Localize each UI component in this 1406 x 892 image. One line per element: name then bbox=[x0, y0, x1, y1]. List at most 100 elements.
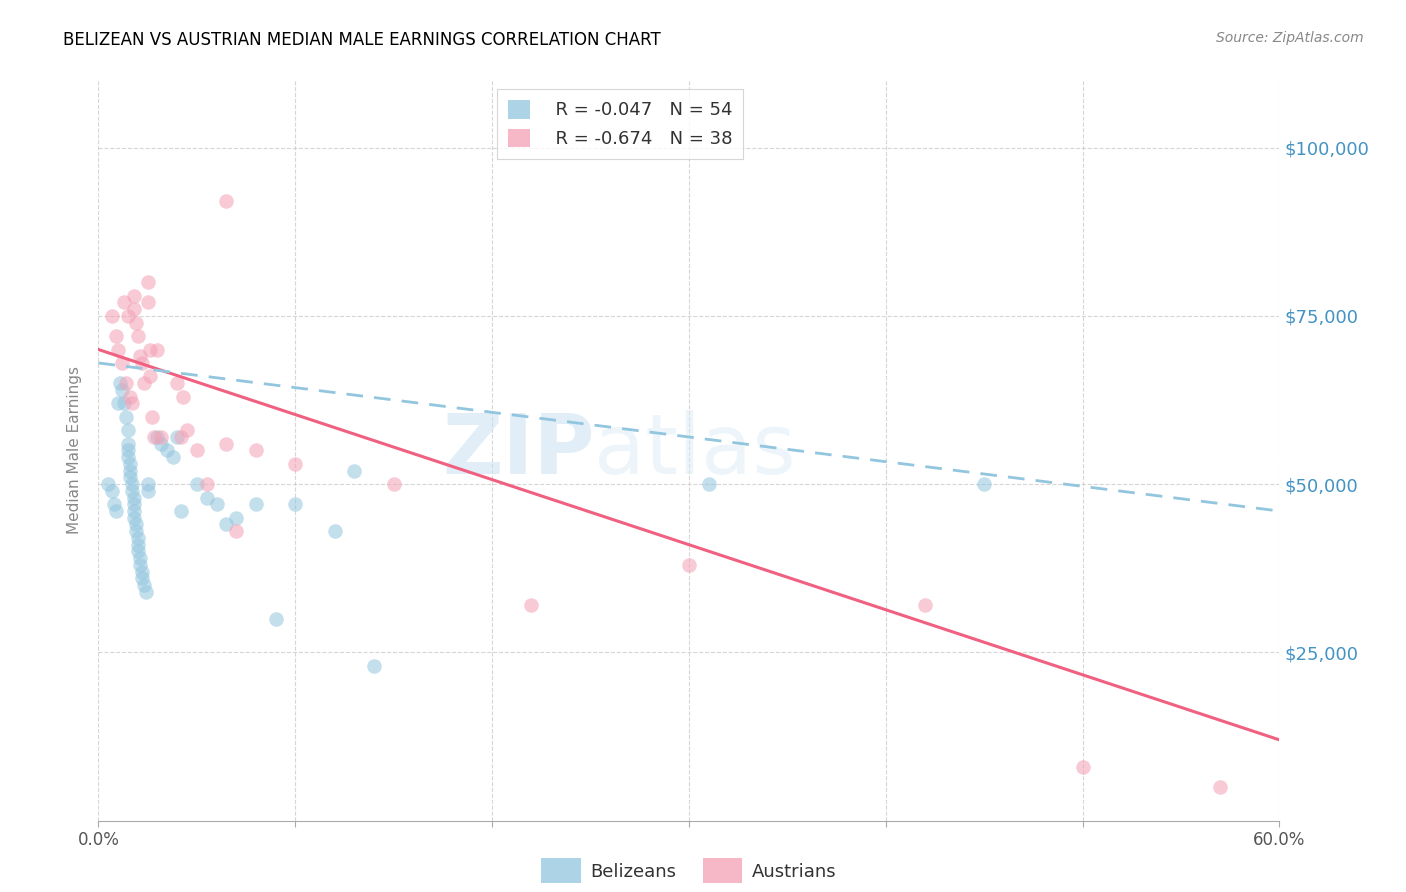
Point bbox=[520, 599, 543, 613]
Point bbox=[162, 450, 184, 465]
Point bbox=[323, 524, 346, 539]
Point bbox=[118, 457, 141, 471]
Point bbox=[131, 571, 153, 585]
Point bbox=[101, 483, 124, 498]
Point bbox=[115, 376, 138, 391]
Point bbox=[215, 194, 238, 209]
Point bbox=[138, 343, 160, 357]
Point bbox=[128, 558, 150, 572]
Point bbox=[115, 409, 138, 424]
Point bbox=[107, 343, 129, 357]
Point bbox=[103, 497, 125, 511]
Legend:   R = -0.047   N = 54,   R = -0.674   N = 38: R = -0.047 N = 54, R = -0.674 N = 38 bbox=[498, 89, 744, 159]
Point bbox=[914, 599, 936, 613]
Point bbox=[122, 504, 145, 518]
Text: atlas: atlas bbox=[595, 410, 796, 491]
Point bbox=[205, 497, 228, 511]
Point bbox=[101, 309, 124, 323]
Point bbox=[136, 483, 159, 498]
Point bbox=[697, 477, 720, 491]
Point bbox=[166, 430, 188, 444]
Point bbox=[136, 477, 159, 491]
Point bbox=[150, 436, 173, 450]
Point bbox=[121, 483, 143, 498]
Point bbox=[225, 510, 247, 524]
Text: BELIZEAN VS AUSTRIAN MEDIAN MALE EARNINGS CORRELATION CHART: BELIZEAN VS AUSTRIAN MEDIAN MALE EARNING… bbox=[63, 31, 661, 49]
Text: Belizeans: Belizeans bbox=[591, 863, 676, 881]
Text: ZIP: ZIP bbox=[441, 410, 595, 491]
Point bbox=[112, 396, 135, 410]
Point bbox=[122, 302, 145, 317]
Text: Source: ZipAtlas.com: Source: ZipAtlas.com bbox=[1216, 31, 1364, 45]
Point bbox=[141, 409, 163, 424]
Point bbox=[973, 477, 995, 491]
Point bbox=[118, 470, 141, 484]
Point bbox=[170, 504, 193, 518]
Point bbox=[121, 396, 143, 410]
Point bbox=[245, 443, 267, 458]
Point bbox=[1071, 760, 1094, 774]
Point bbox=[264, 612, 287, 626]
Point bbox=[225, 524, 247, 539]
Point bbox=[108, 376, 131, 391]
Point bbox=[127, 538, 149, 552]
Point bbox=[170, 430, 193, 444]
Point bbox=[215, 436, 238, 450]
Point bbox=[150, 430, 173, 444]
Point bbox=[125, 517, 148, 532]
Point bbox=[1209, 780, 1232, 794]
Point bbox=[127, 544, 149, 558]
Point bbox=[138, 369, 160, 384]
Point bbox=[166, 376, 188, 391]
Point bbox=[131, 356, 153, 370]
Point bbox=[128, 349, 150, 363]
Point bbox=[121, 477, 143, 491]
Point bbox=[111, 383, 134, 397]
Point bbox=[131, 565, 153, 579]
Point bbox=[146, 343, 169, 357]
Point bbox=[117, 436, 139, 450]
Point bbox=[245, 497, 267, 511]
Point bbox=[132, 578, 155, 592]
Point bbox=[117, 450, 139, 465]
Y-axis label: Median Male Earnings: Median Male Earnings bbox=[67, 367, 83, 534]
Point bbox=[112, 295, 135, 310]
Point bbox=[215, 517, 238, 532]
Point bbox=[118, 464, 141, 478]
Point bbox=[135, 584, 157, 599]
Point bbox=[132, 376, 155, 391]
Point bbox=[142, 430, 165, 444]
Point bbox=[186, 443, 208, 458]
Point bbox=[284, 457, 307, 471]
Point bbox=[128, 551, 150, 566]
Point bbox=[111, 356, 134, 370]
Point bbox=[122, 288, 145, 302]
Point bbox=[122, 497, 145, 511]
Point bbox=[678, 558, 700, 572]
Point bbox=[382, 477, 405, 491]
Point bbox=[122, 491, 145, 505]
Point bbox=[118, 390, 141, 404]
Point bbox=[172, 390, 194, 404]
Point bbox=[125, 524, 148, 539]
Point bbox=[156, 443, 179, 458]
Point bbox=[136, 295, 159, 310]
Point bbox=[186, 477, 208, 491]
Point bbox=[105, 329, 128, 343]
Point bbox=[176, 423, 198, 437]
Point bbox=[146, 430, 169, 444]
Point bbox=[105, 504, 128, 518]
Point bbox=[125, 316, 148, 330]
Point bbox=[284, 497, 307, 511]
Point bbox=[117, 309, 139, 323]
Point bbox=[122, 510, 145, 524]
Point bbox=[195, 491, 218, 505]
Point bbox=[127, 531, 149, 545]
Point bbox=[107, 396, 129, 410]
Point bbox=[195, 477, 218, 491]
Point bbox=[127, 329, 149, 343]
Text: Austrians: Austrians bbox=[752, 863, 837, 881]
Point bbox=[117, 443, 139, 458]
Point bbox=[363, 658, 385, 673]
Point bbox=[136, 275, 159, 289]
